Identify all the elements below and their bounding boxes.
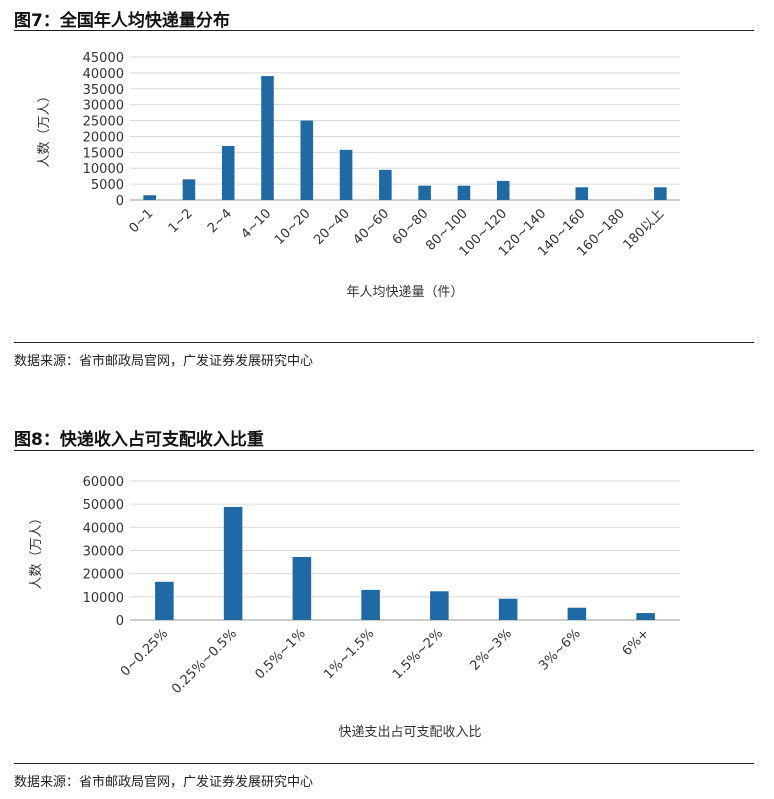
figure-8-title: 图8：快递收入占可支配收入比重 — [14, 430, 264, 450]
x-tick-label: 0.5%~1% — [252, 626, 308, 682]
figure-8-top-rule — [14, 450, 754, 451]
y-tick-label: 20000 — [83, 130, 124, 145]
y-tick-label: 30000 — [83, 99, 124, 114]
x-tick-label: 1~2 — [166, 206, 196, 236]
figure-7-top-rule — [14, 30, 754, 31]
x-tick-label: 1%~1.5% — [321, 626, 377, 682]
y-tick-label: 40000 — [83, 67, 124, 82]
bar — [567, 607, 587, 620]
y-tick-label: 40000 — [83, 521, 124, 536]
bar — [221, 145, 235, 200]
bar — [292, 556, 312, 620]
bar — [379, 169, 392, 200]
bar — [430, 591, 449, 620]
bar — [339, 149, 353, 200]
y-tick-label: 35000 — [83, 83, 124, 98]
x-tick-label: 2~4 — [205, 206, 235, 236]
bar — [496, 180, 510, 200]
y-tick-label: 5000 — [91, 178, 124, 193]
figure-8-source: 数据来源：省市邮政局官网，广发证券发展研究中心 — [14, 775, 314, 790]
chart-express-income-share: 01000020000300004000050000600000~0.25%0.… — [29, 475, 680, 740]
bar — [182, 179, 196, 200]
y-axis-label: 人数（万人） — [37, 89, 52, 167]
y-tick-label: 30000 — [83, 545, 124, 560]
y-tick-label: 0 — [116, 614, 124, 629]
y-tick-label: 15000 — [83, 146, 124, 161]
bar — [155, 581, 174, 620]
x-tick-label: 20~40 — [311, 206, 353, 248]
y-tick-label: 10000 — [83, 162, 124, 177]
x-tick-label: 180以上 — [621, 206, 668, 253]
x-axis-label: 年人均快递量（件） — [346, 285, 463, 300]
x-tick-label: 4~10 — [238, 206, 274, 242]
bar — [361, 589, 380, 620]
y-tick-label: 25000 — [83, 115, 124, 130]
bar — [261, 76, 274, 200]
x-tick-label: 0~1 — [126, 206, 156, 236]
x-tick-label: 6%+ — [620, 626, 653, 659]
figure-7-title: 图7：全国年人均快递量分布 — [14, 11, 230, 31]
bar — [418, 185, 431, 200]
bar — [300, 120, 314, 200]
bar — [654, 187, 667, 200]
x-tick-label: 10~20 — [272, 206, 314, 248]
y-tick-label: 60000 — [83, 475, 124, 490]
bar — [457, 185, 471, 200]
x-tick-label: 3%~6% — [536, 626, 583, 673]
x-axis-label: 快递支出占可支配收入比 — [338, 725, 481, 740]
y-tick-label: 20000 — [83, 568, 124, 583]
bar — [143, 195, 156, 200]
x-tick-label: 0.25%~0.5% — [169, 626, 240, 697]
y-axis-label: 人数（万人） — [29, 511, 44, 589]
chart-express-per-capita: 0500010000150002000025000300003500040000… — [37, 51, 680, 300]
x-tick-label: 1.5%~2% — [390, 626, 446, 682]
figure-8-bottom-rule — [14, 763, 754, 764]
figure-7-bottom-rule — [14, 342, 754, 343]
bar — [223, 506, 243, 620]
bar — [498, 598, 518, 620]
y-tick-label: 0 — [116, 194, 124, 209]
x-tick-label: 40~60 — [350, 206, 392, 248]
y-tick-label: 10000 — [83, 591, 124, 606]
x-tick-label: 2%~3% — [467, 626, 514, 673]
bar — [636, 613, 655, 620]
y-tick-label: 45000 — [83, 51, 124, 66]
bar — [575, 187, 589, 200]
y-tick-label: 50000 — [83, 498, 124, 513]
figure-7-source: 数据来源：省市邮政局官网，广发证券发展研究中心 — [14, 354, 314, 369]
x-tick-label: 0~0.25% — [118, 626, 171, 679]
